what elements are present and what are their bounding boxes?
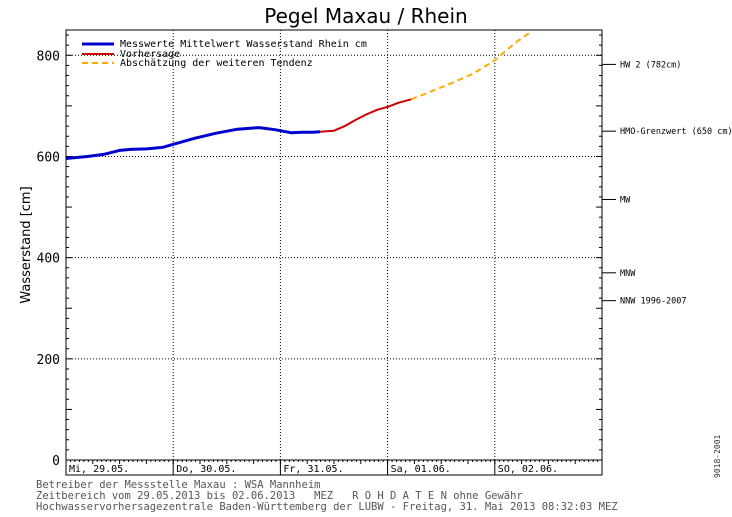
legend-label: Abschätzung der weiteren Tendenz xyxy=(120,58,313,69)
reference-label: MNW xyxy=(620,269,636,279)
footer-source: Hochwasservorhersagezentrale Baden-Württ… xyxy=(36,501,618,513)
y-tick-label: 0 xyxy=(52,454,60,469)
x-tick-label: SO, 02.06. xyxy=(498,464,558,475)
series-line xyxy=(320,98,412,133)
x-tick-label: Do, 30.05. xyxy=(176,464,236,475)
y-tick-label: 200 xyxy=(37,353,60,368)
series-line xyxy=(65,126,321,160)
plot-frame xyxy=(65,29,603,476)
series-line xyxy=(410,30,533,101)
y-tick-label: 600 xyxy=(37,150,60,165)
footer-timerange: Zeitbereich vom 29.05.2013 bis 02.06.201… xyxy=(36,490,523,502)
y-tick-label: 800 xyxy=(37,49,60,64)
x-tick-label: Fr, 31.05. xyxy=(283,464,343,475)
reference-label: NNW 1996-2007 xyxy=(620,297,687,307)
y-axis-label: Wasserstand [cm] xyxy=(19,186,34,303)
reference-label: HW 2 (782cm) xyxy=(620,60,681,70)
reference-label: HMO-Grenzwert (650 cm) xyxy=(620,127,732,137)
x-tick-label: Sa, 01.06. xyxy=(391,464,451,475)
footer-operator: Betreiber der Messstelle Maxau : WSA Man… xyxy=(36,479,321,491)
legend-label: Messwerte Mittelwert Wasserstand Rhein c… xyxy=(120,39,367,50)
legend-label: Vorhersage xyxy=(120,49,180,60)
side-code: 9018-2001 xyxy=(713,434,722,478)
x-tick-label: Mi, 29.05. xyxy=(69,464,129,475)
chart-title: Pegel Maxau / Rhein xyxy=(264,4,468,28)
y-tick-label: 400 xyxy=(37,252,60,267)
reference-label: MW xyxy=(620,195,631,205)
